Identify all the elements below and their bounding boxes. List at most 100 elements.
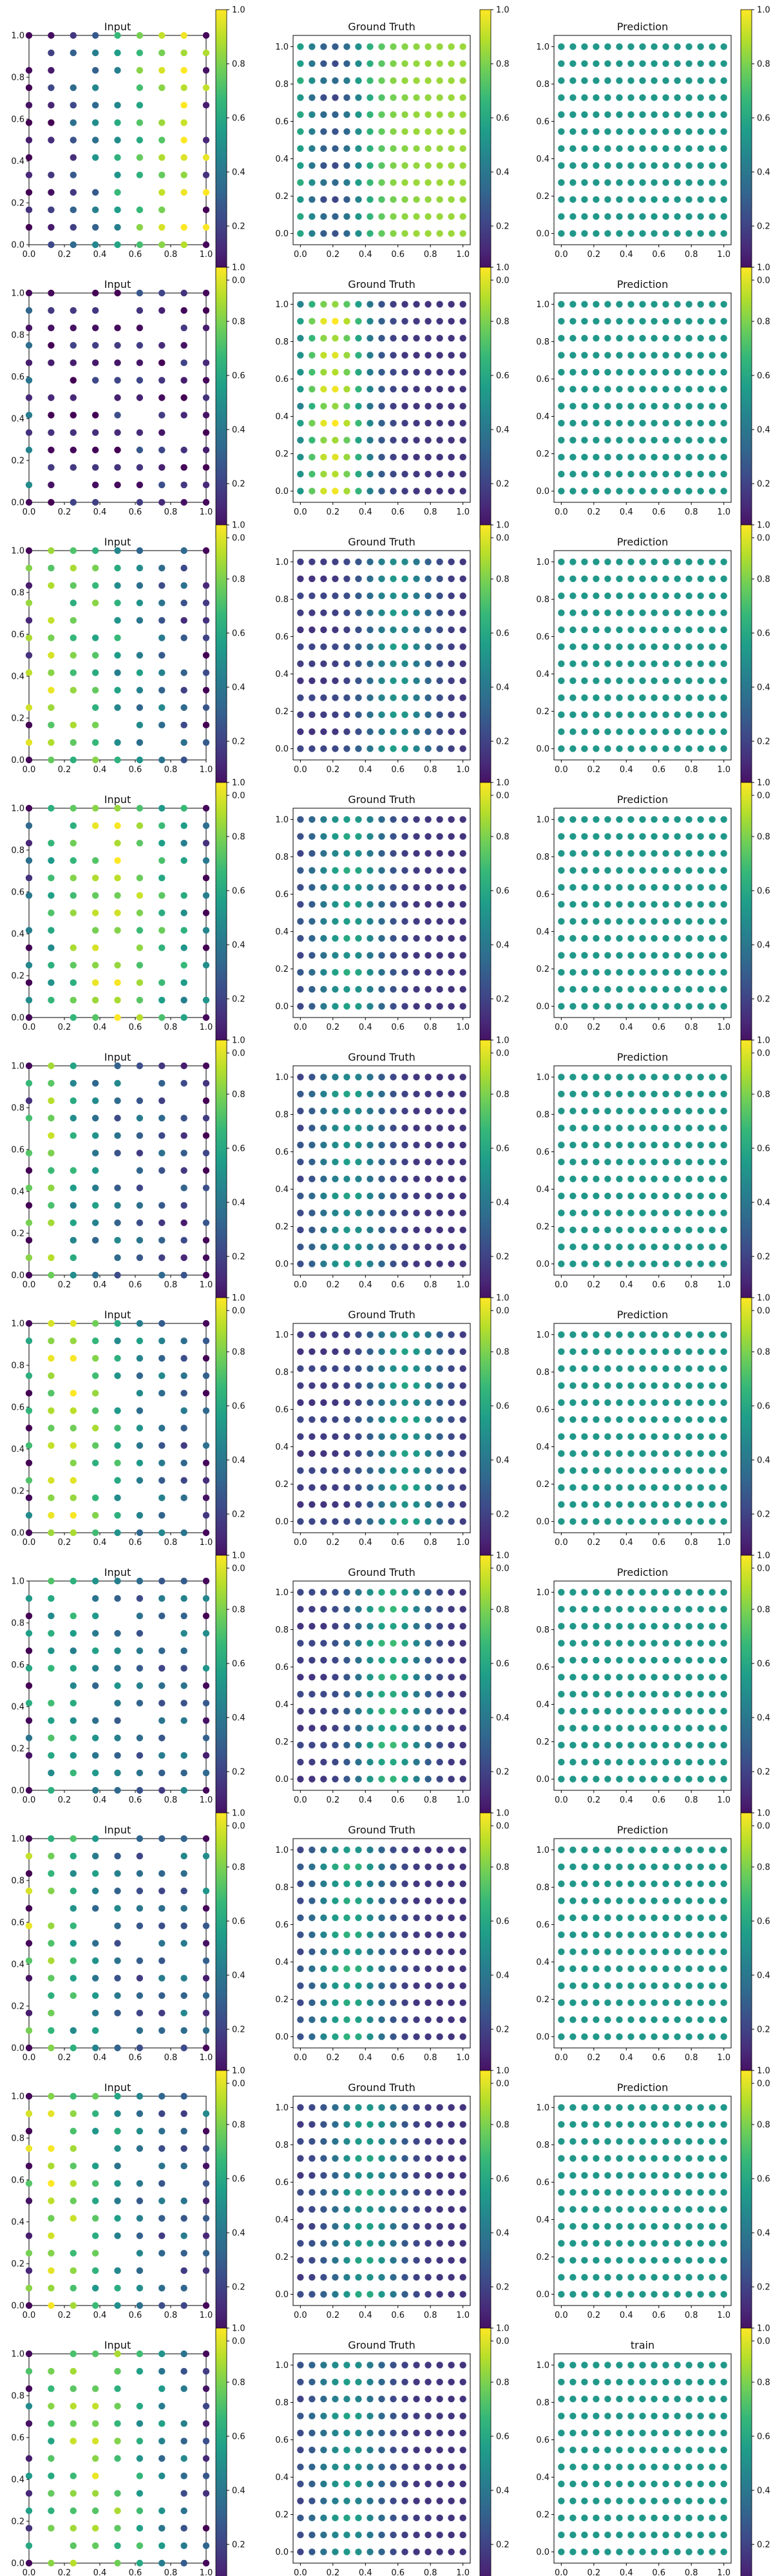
ground-truth-point xyxy=(448,2240,455,2247)
axes-frame xyxy=(553,1323,732,1533)
prediction-point xyxy=(604,43,611,50)
input-point xyxy=(70,1062,77,1070)
prediction-point xyxy=(569,1107,577,1115)
input-point xyxy=(180,979,187,987)
prediction-point xyxy=(697,833,704,840)
prediction-point xyxy=(697,660,704,667)
input-point xyxy=(25,927,33,934)
ground-truth-point xyxy=(320,849,327,857)
prediction-point xyxy=(627,1656,635,1664)
ground-truth-point xyxy=(390,1467,397,1474)
prediction-point xyxy=(674,575,681,582)
y-tick-label: 0.8 xyxy=(11,846,24,856)
ground-truth-point xyxy=(425,2240,432,2247)
ground-truth-point xyxy=(378,111,385,118)
input-point xyxy=(202,2127,210,2135)
input-point xyxy=(25,1271,33,1279)
ground-truth-point xyxy=(297,918,304,925)
ground-truth-point xyxy=(367,60,374,67)
ground-truth-point xyxy=(390,745,397,752)
prediction-point xyxy=(581,1244,588,1251)
prediction-point xyxy=(558,386,565,393)
ground-truth-point xyxy=(459,1090,466,1097)
prediction-point xyxy=(581,1776,588,1783)
prediction-point xyxy=(569,1707,577,1715)
input-point xyxy=(48,909,55,916)
input-point xyxy=(25,756,33,764)
ground-truth-point xyxy=(343,1192,350,1200)
ground-truth-point xyxy=(320,1846,327,1853)
x-tick-label: 0.6 xyxy=(129,765,142,775)
prediction-point xyxy=(720,1141,727,1149)
prediction-point xyxy=(558,849,565,857)
input-point xyxy=(70,1940,77,1947)
prediction-point xyxy=(581,677,588,685)
prediction-point xyxy=(593,77,600,84)
input-point xyxy=(202,1975,210,1982)
prediction-point xyxy=(674,179,681,186)
prediction-point xyxy=(697,952,704,959)
input-point xyxy=(70,137,77,144)
colorbar: 0.00.20.40.60.81.0 xyxy=(215,521,245,801)
prediction-point xyxy=(685,816,692,823)
prediction-point xyxy=(674,1725,681,1732)
input-point xyxy=(136,652,144,659)
prediction-point xyxy=(581,728,588,735)
ground-truth-point xyxy=(401,558,408,565)
input-point xyxy=(202,1167,210,1174)
ground-truth-point xyxy=(297,1759,304,1766)
prediction-point xyxy=(616,179,623,186)
input-point xyxy=(180,1167,187,1174)
ground-truth-point xyxy=(355,816,362,823)
input-point xyxy=(48,652,55,659)
prediction-point xyxy=(651,1074,658,1081)
ground-truth-point xyxy=(309,1948,316,1955)
ground-truth-point xyxy=(309,711,316,719)
ground-truth-point xyxy=(320,402,327,410)
prediction-point xyxy=(651,301,658,308)
input-point xyxy=(70,1612,77,1620)
ground-truth-point xyxy=(413,2257,420,2264)
colorbar-tick-label: 0.8 xyxy=(757,1090,770,1100)
colorbar-tick-label: 0.8 xyxy=(496,575,510,585)
ground-truth-point xyxy=(367,884,374,891)
input-point xyxy=(25,307,33,314)
input-point xyxy=(48,1477,55,1484)
colorbar-tick-label: 0.4 xyxy=(757,1198,770,1208)
input-point xyxy=(48,617,55,624)
prediction-point xyxy=(720,1090,727,1097)
x-tick-label: 0.4 xyxy=(93,765,107,775)
ground-truth-point xyxy=(297,575,304,582)
x-tick-label: 0.6 xyxy=(129,1280,142,1290)
y-tick-label: 0.8 xyxy=(275,337,289,347)
prediction-point xyxy=(685,677,692,685)
y-tick-label: 0.2 xyxy=(11,1229,24,1239)
input-point xyxy=(202,2180,210,2187)
colorbar-tick-label: 0.6 xyxy=(757,114,770,124)
ground-truth-point xyxy=(459,1897,466,1904)
ground-truth-point xyxy=(378,334,385,342)
input-point xyxy=(158,1459,166,1466)
ground-truth-point xyxy=(436,162,443,169)
colorbar-tick-label: 0.0 xyxy=(757,1049,770,1059)
ground-truth-point xyxy=(343,453,350,461)
ground-truth-point xyxy=(425,1914,432,1922)
ground-truth-point xyxy=(332,1244,339,1251)
ground-truth-point xyxy=(378,419,385,427)
colorbar-tick-label: 0.8 xyxy=(496,833,510,842)
ground-truth-point xyxy=(390,419,397,427)
prediction-point xyxy=(685,301,692,308)
ground-truth-point xyxy=(297,2291,304,2298)
scatter-points xyxy=(297,43,466,237)
prediction-point xyxy=(581,213,588,220)
prediction-point xyxy=(593,43,600,50)
input-point xyxy=(70,1734,77,1741)
input-point xyxy=(202,412,210,419)
input-point xyxy=(202,2145,210,2152)
input-point xyxy=(25,564,33,572)
prediction-point xyxy=(627,1897,635,1904)
prediction-point xyxy=(639,128,646,135)
ground-truth-point xyxy=(367,1622,374,1630)
input-point xyxy=(91,2180,99,2187)
prediction-point xyxy=(604,1192,611,1200)
